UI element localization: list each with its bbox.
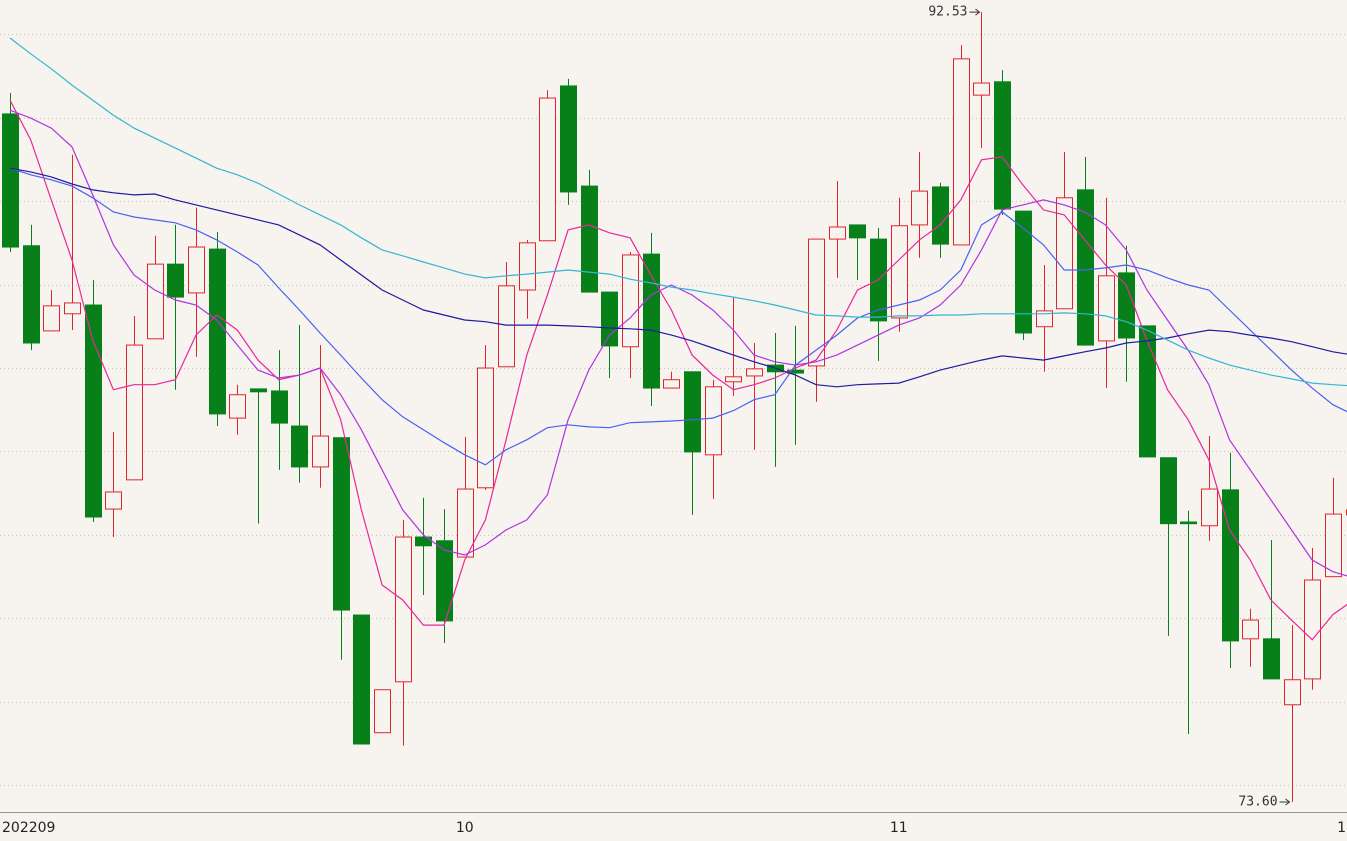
candle-body bbox=[457, 488, 474, 558]
candle-body bbox=[1180, 521, 1197, 525]
candle-body bbox=[1015, 210, 1032, 334]
candle-body bbox=[663, 379, 680, 389]
candle-body bbox=[1222, 489, 1239, 642]
candle-body bbox=[333, 437, 350, 611]
candle-body bbox=[291, 425, 308, 468]
candle-body bbox=[932, 186, 949, 245]
extreme-label: 92.53 bbox=[928, 5, 967, 20]
moving-average-line bbox=[9, 109, 1347, 577]
extreme-arrow-head bbox=[975, 8, 981, 16]
candle-body bbox=[126, 344, 143, 481]
extreme-arrow-head bbox=[1285, 798, 1291, 806]
candle-body bbox=[601, 291, 618, 347]
candle-body bbox=[85, 304, 102, 518]
candle-body bbox=[1139, 325, 1156, 458]
candle-body bbox=[746, 368, 763, 377]
candle-body bbox=[684, 371, 701, 453]
candle-body bbox=[1304, 579, 1321, 680]
candle-body bbox=[1118, 272, 1135, 339]
candle-body bbox=[43, 305, 60, 332]
candle-body bbox=[643, 253, 660, 389]
candle-body bbox=[1242, 619, 1259, 640]
candle-body bbox=[147, 263, 164, 340]
candle-body bbox=[374, 689, 391, 734]
candle-body bbox=[581, 185, 598, 293]
x-tick-label: 10 bbox=[456, 820, 474, 836]
candle-body bbox=[1056, 197, 1073, 310]
extreme-label: 73.60 bbox=[1238, 794, 1277, 809]
candle-body bbox=[1325, 513, 1342, 578]
candle-body bbox=[1284, 679, 1301, 706]
moving-average-line bbox=[9, 167, 1347, 466]
candle-body bbox=[725, 376, 742, 383]
moving-average-line bbox=[9, 37, 1347, 387]
candle-body bbox=[1201, 488, 1218, 527]
candle-body bbox=[1160, 457, 1177, 525]
candle-body bbox=[1098, 275, 1115, 342]
candle-body bbox=[1077, 189, 1094, 346]
candle-body bbox=[849, 224, 866, 239]
candle-body bbox=[560, 85, 577, 193]
candle-body bbox=[271, 390, 288, 424]
candle-body bbox=[622, 254, 639, 348]
candle-body bbox=[188, 246, 205, 294]
x-tick-label: 11 bbox=[890, 820, 908, 836]
candle-body bbox=[209, 248, 226, 415]
candle-body bbox=[167, 263, 184, 298]
candle-body bbox=[808, 238, 825, 367]
candle-body bbox=[519, 242, 536, 291]
candle-body bbox=[1036, 310, 1053, 328]
x-tick-label: 202209 bbox=[2, 820, 55, 836]
moving-average-line bbox=[9, 99, 1347, 641]
candle-body bbox=[312, 435, 329, 468]
candle-body bbox=[973, 82, 990, 96]
candle-body bbox=[829, 226, 846, 240]
candle-body bbox=[395, 536, 412, 683]
candle-body bbox=[911, 190, 928, 226]
x-tick-label: 1 bbox=[1337, 820, 1346, 836]
candle-body bbox=[64, 302, 81, 315]
candle-body bbox=[498, 285, 515, 368]
moving-average-line bbox=[9, 167, 1347, 388]
candle-body bbox=[23, 245, 40, 344]
candle-body bbox=[1263, 638, 1280, 680]
candle-body bbox=[477, 367, 494, 489]
candle-body bbox=[105, 491, 122, 510]
candle-body bbox=[891, 225, 908, 319]
candle-body bbox=[539, 97, 556, 242]
candle-body bbox=[353, 614, 370, 745]
candle-body bbox=[436, 540, 453, 622]
candle-body bbox=[250, 388, 267, 393]
candle-body bbox=[2, 113, 19, 248]
candle-body bbox=[953, 58, 970, 246]
candle-body bbox=[994, 81, 1011, 210]
candle-body bbox=[229, 394, 246, 419]
candle-body bbox=[705, 386, 722, 456]
